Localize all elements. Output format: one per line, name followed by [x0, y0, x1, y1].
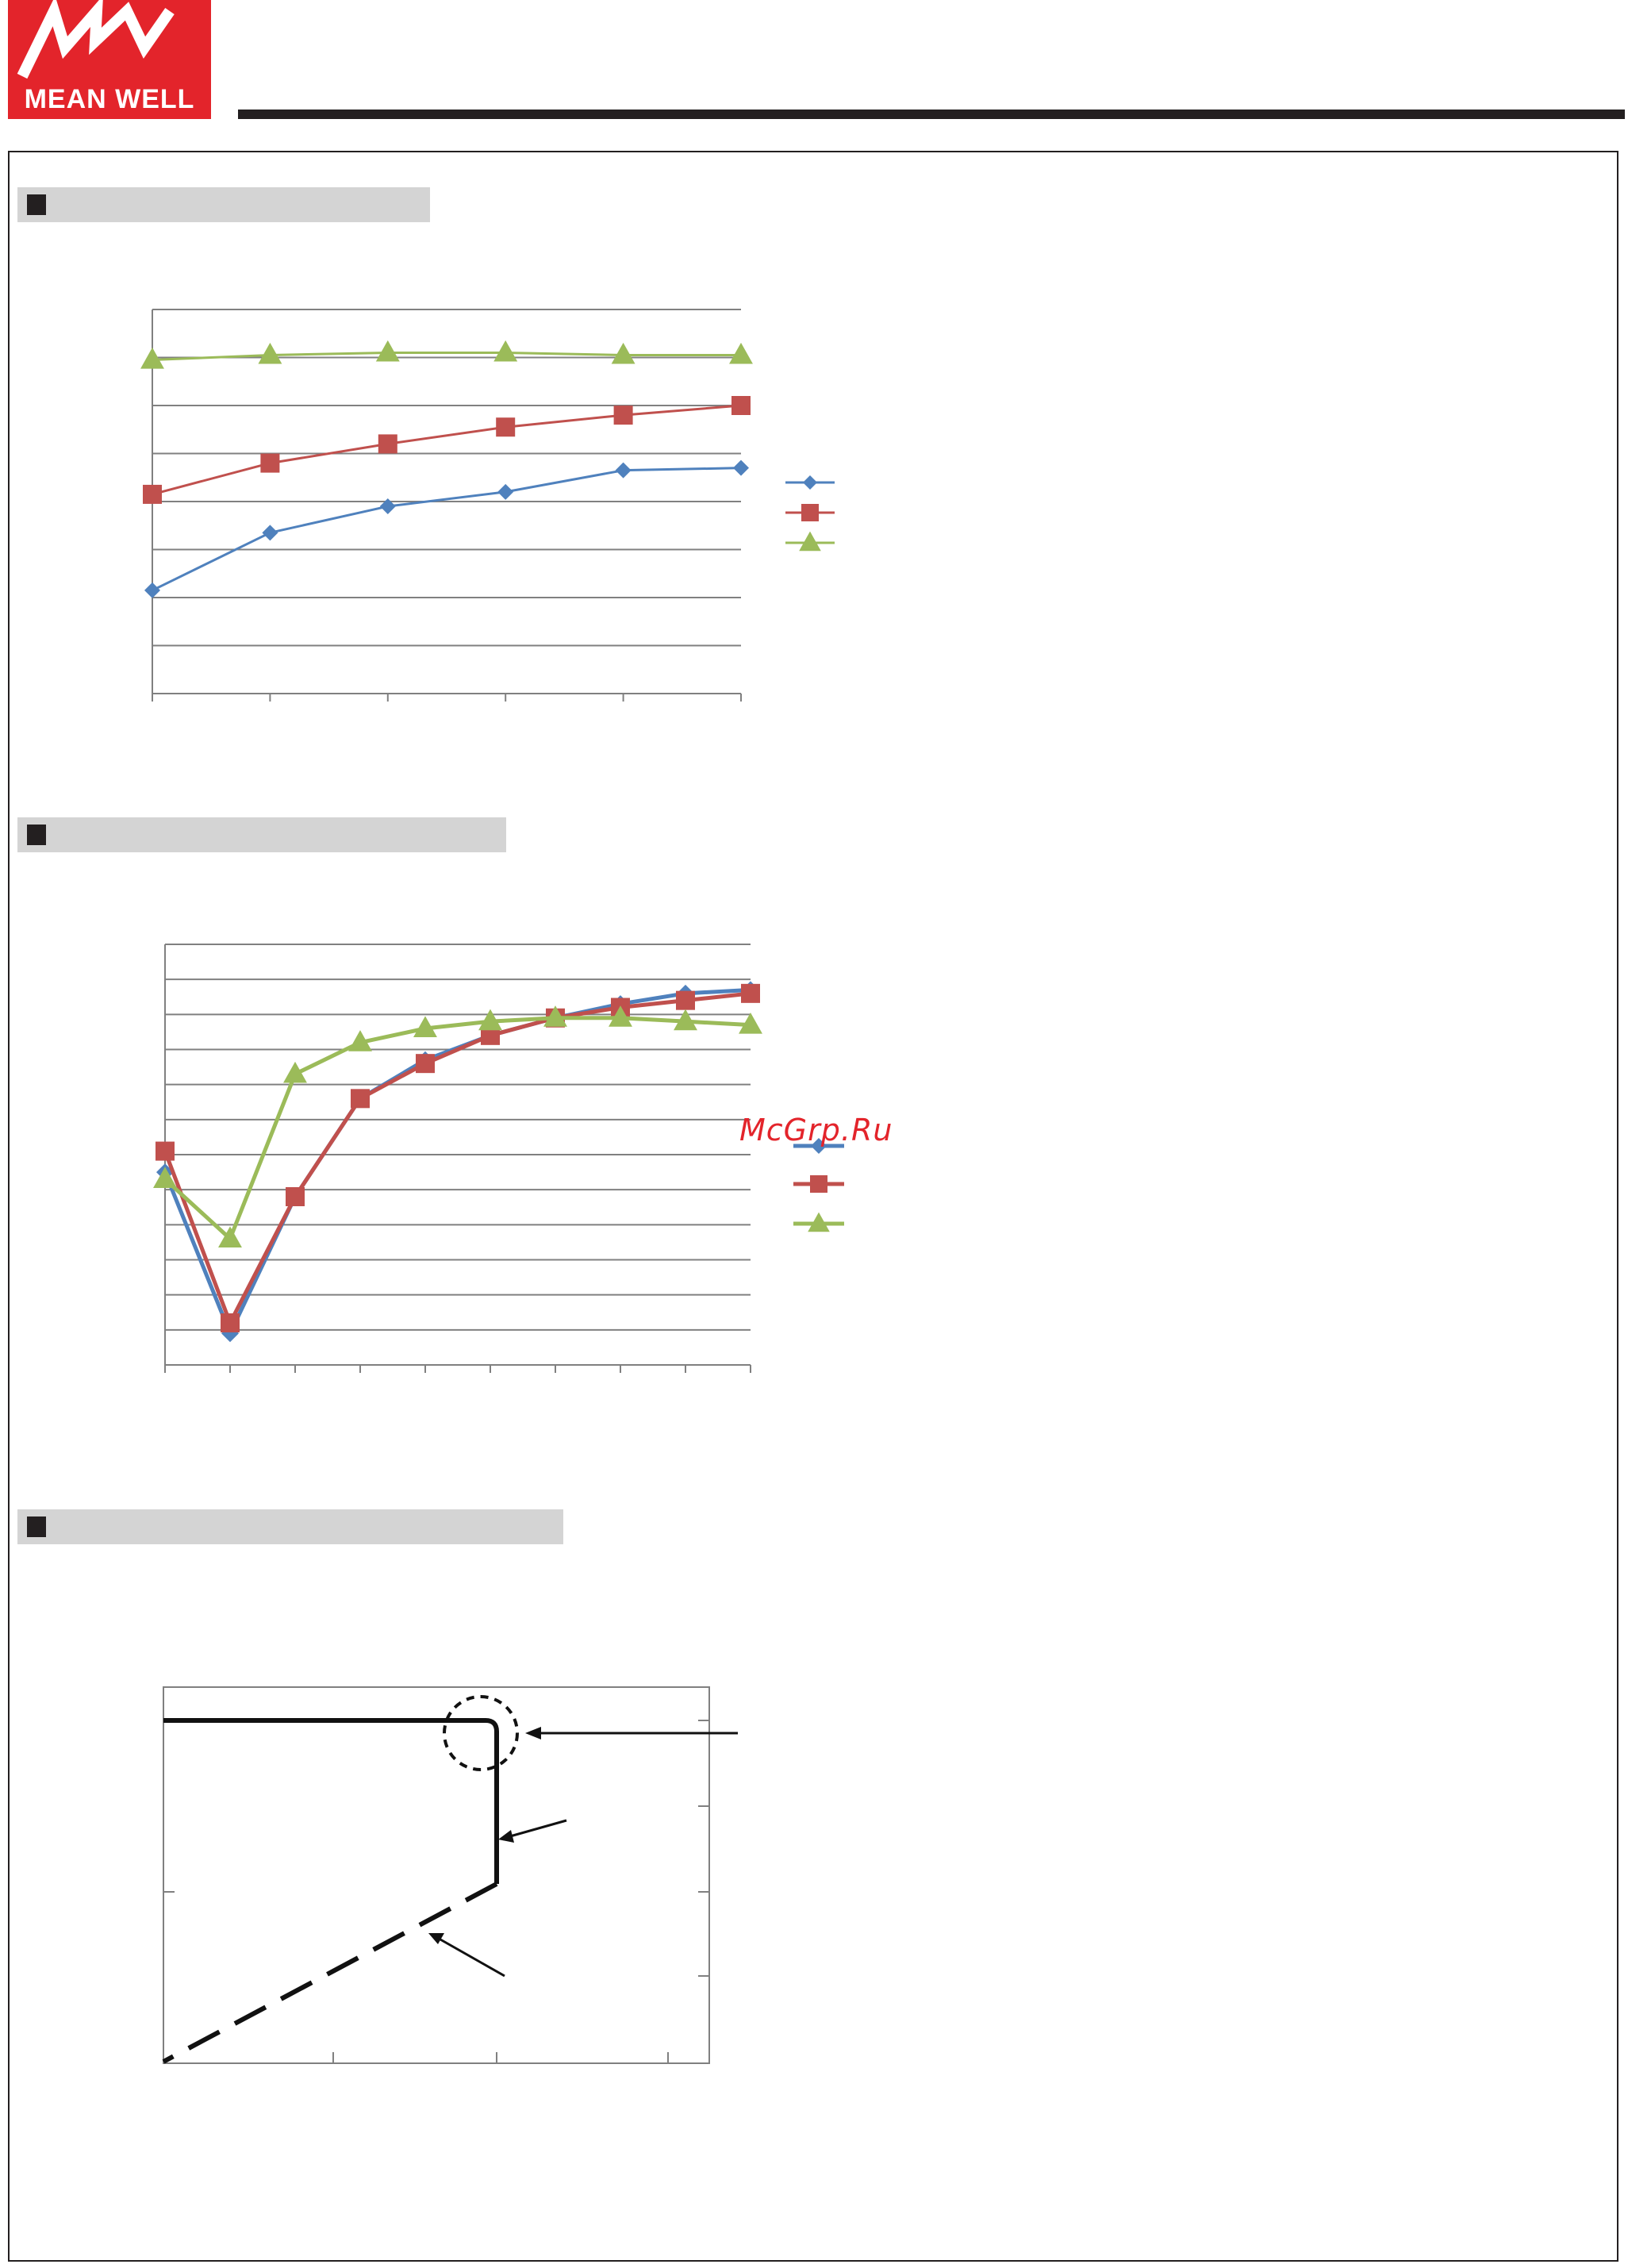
watermark-text: McGrp.Ru — [739, 1113, 893, 1147]
arrow-head-icon — [498, 1830, 514, 1843]
series-line-square — [152, 404, 742, 496]
diagram-current-limit — [162, 1686, 738, 2064]
page-frame — [8, 151, 1618, 2262]
data-point-square — [260, 453, 280, 473]
knee-dashed-circle — [443, 1695, 519, 1771]
data-point-diamond — [497, 483, 514, 500]
data-point-diamond — [379, 498, 396, 515]
section-marker-icon — [27, 1516, 46, 1537]
data-point-triangle — [609, 1005, 632, 1027]
data-point-square — [416, 1054, 435, 1074]
section-bar-1 — [17, 187, 430, 222]
data-point-triangle — [413, 1016, 437, 1038]
arrow-head-icon — [525, 1727, 541, 1739]
foldback-dashed-line — [162, 1882, 498, 2064]
data-point-square — [156, 1141, 175, 1161]
section-marker-icon — [27, 194, 46, 215]
data-point-triangle — [375, 340, 400, 362]
data-point-square — [496, 417, 516, 437]
constant-voltage-line — [163, 1718, 499, 1884]
chart-1 — [140, 309, 753, 702]
arrow-head-icon — [428, 1933, 444, 1944]
legend-marker-triangle — [808, 1212, 830, 1232]
chart-2 — [153, 944, 762, 1373]
data-point-triangle — [739, 1012, 762, 1034]
legend-marker-square — [801, 504, 819, 521]
legend-marker-square — [810, 1175, 827, 1193]
mean-well-logo: MEAN WELL — [8, 0, 211, 119]
legend-marker-diamond — [811, 1138, 827, 1154]
data-point-triangle — [153, 1167, 177, 1188]
data-point-diamond — [144, 582, 160, 598]
data-point-triangle — [283, 1061, 307, 1083]
data-point-square — [731, 396, 751, 415]
logo-text: MEAN WELL — [24, 84, 195, 114]
data-point-triangle — [543, 1005, 567, 1027]
data-point-square — [741, 983, 760, 1003]
series-line-diamond — [152, 467, 742, 592]
data-point-square — [378, 434, 397, 454]
section-bar-3 — [17, 1509, 563, 1544]
data-point-square — [221, 1313, 240, 1332]
legend-1 — [785, 475, 835, 552]
diagram-frame — [163, 1686, 710, 2064]
data-point-triangle — [258, 342, 282, 364]
legend-marker-diamond — [803, 475, 817, 490]
data-point-triangle — [140, 347, 164, 369]
data-point-square — [676, 990, 695, 1010]
data-point-diamond — [733, 459, 749, 476]
series-line-triangle — [152, 351, 741, 362]
data-point-square — [613, 406, 633, 425]
data-point-square — [143, 484, 162, 504]
legend-marker-triangle — [799, 531, 821, 552]
data-point-triangle — [674, 1009, 697, 1031]
data-point-square — [351, 1089, 370, 1109]
legend-2 — [793, 1138, 844, 1232]
header-rule — [238, 110, 1625, 119]
data-point-triangle — [493, 340, 518, 362]
data-point-triangle — [478, 1009, 502, 1031]
arrow-vertical — [504, 1819, 567, 1839]
data-point-triangle — [729, 342, 753, 364]
data-point-triangle — [348, 1030, 372, 1051]
mw-logo-mark-icon — [17, 0, 175, 79]
data-point-triangle — [611, 342, 635, 364]
section-bar-2 — [17, 817, 506, 852]
data-point-diamond — [262, 525, 278, 541]
data-point-square — [286, 1187, 305, 1206]
section-marker-icon — [27, 825, 46, 845]
series-line-triangle — [163, 1016, 751, 1241]
series-line-square — [163, 991, 751, 1325]
data-point-diamond — [615, 462, 632, 479]
data-point-triangle — [218, 1226, 242, 1248]
arrow-dashed — [434, 1935, 505, 1978]
